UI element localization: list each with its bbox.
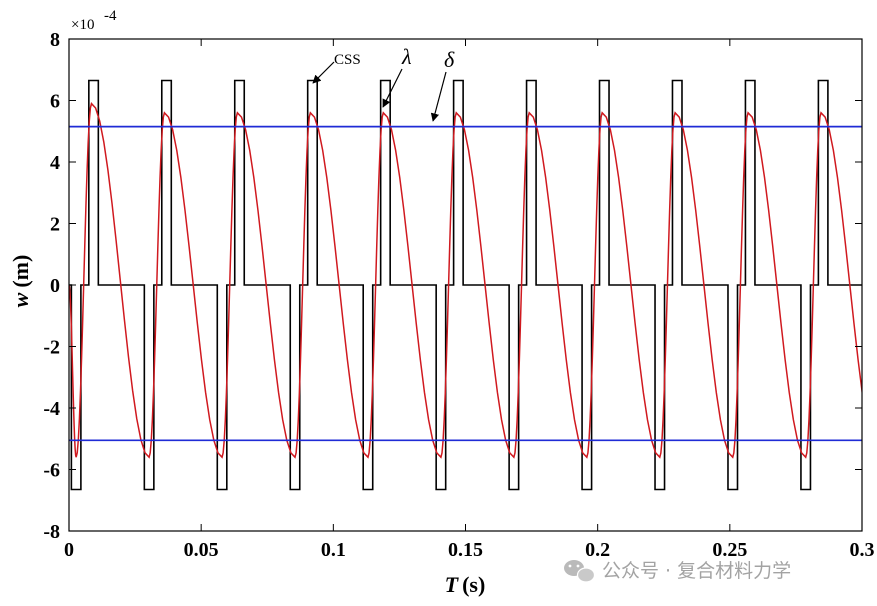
y-exponent-base: ×10 bbox=[71, 17, 94, 33]
wechat-icon bbox=[564, 560, 596, 583]
annotation-delta-label: δ bbox=[444, 47, 455, 72]
series-css-line bbox=[69, 79, 862, 491]
x-tick-label: 0.1 bbox=[321, 539, 346, 561]
y-tick-label: -4 bbox=[43, 398, 60, 420]
x-axis-title-symbol: T bbox=[445, 572, 460, 597]
x-tick-label: 0.2 bbox=[585, 539, 610, 561]
ticks-layer: 0 0.05 0.1 0.15 0.2 0.25 0.3 8 6 4 2 0 -2 -4 -6 -8 bbox=[43, 29, 874, 561]
x-tick-label: 0.25 bbox=[712, 539, 747, 561]
y-axis-title: w (m) bbox=[8, 255, 33, 308]
y-tick-label: -6 bbox=[43, 460, 60, 482]
watermark-text: 公众号 · 复合材料力学 bbox=[602, 560, 791, 582]
y-tick-label: 6 bbox=[50, 91, 60, 113]
y-tick-label: -8 bbox=[43, 521, 60, 543]
y-tick-label: -2 bbox=[43, 337, 60, 359]
x-tick-label: 0 bbox=[64, 539, 74, 561]
x-tick-label: 0.3 bbox=[850, 539, 875, 561]
x-axis-title: T (s) bbox=[445, 572, 486, 597]
y-axis-title-unit: (m) bbox=[8, 255, 33, 288]
series-lambda-line bbox=[69, 102, 862, 459]
x-tick-label: 0.05 bbox=[184, 539, 219, 561]
annotation-delta-arrow bbox=[430, 71, 447, 122]
x-axis-title-unit: (s) bbox=[462, 572, 485, 597]
annotation-lambda-label: λ bbox=[401, 44, 412, 69]
watermark: 公众号 · 复合材料力学 bbox=[564, 560, 791, 583]
y-exponent-label: ×10 -4 bbox=[71, 8, 117, 33]
x-tick-label: 0.15 bbox=[448, 539, 483, 561]
y-tick-label: 8 bbox=[50, 29, 60, 51]
annotation-css: CSS bbox=[312, 52, 361, 84]
annotation-css-label: CSS bbox=[334, 52, 361, 68]
annotation-css-arrow bbox=[312, 61, 335, 84]
y-exponent-power: -4 bbox=[104, 8, 117, 24]
y-axis-title-symbol: w bbox=[8, 292, 33, 307]
annotation-lambda: λ bbox=[382, 44, 412, 108]
series-layer bbox=[69, 79, 862, 491]
y-tick-label: 2 bbox=[50, 214, 60, 236]
y-tick-label: 0 bbox=[50, 275, 60, 297]
y-tick-label: 4 bbox=[50, 152, 60, 174]
annotation-lambda-arrow bbox=[382, 68, 403, 108]
annotation-delta: δ bbox=[430, 47, 455, 122]
